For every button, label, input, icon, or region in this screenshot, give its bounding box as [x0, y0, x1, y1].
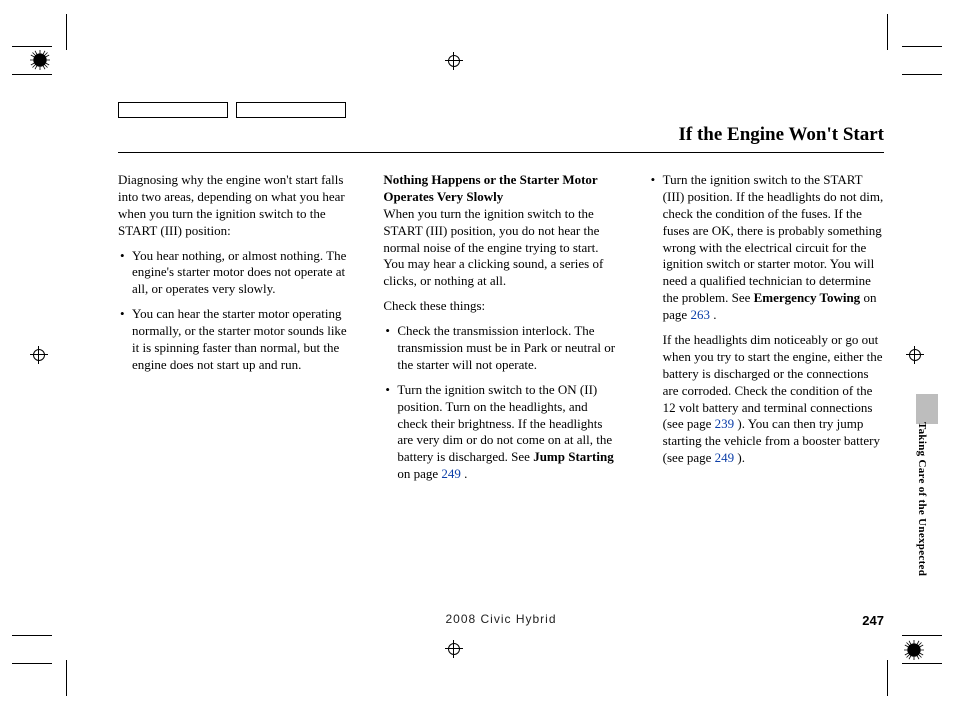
page-number: 247 — [862, 613, 884, 628]
crop-mark — [902, 663, 942, 664]
crop-mark — [66, 660, 67, 696]
paragraph: If the headlights dim noticeably or go o… — [649, 332, 884, 467]
crop-mark — [887, 14, 888, 50]
page-ref-link[interactable]: 239 — [715, 416, 735, 431]
registration-mark-icon — [904, 640, 924, 660]
list-item: You hear nothing, or almost nothing. The… — [118, 248, 353, 299]
intro-paragraph: Diagnosing why the engine won't start fa… — [118, 172, 353, 240]
column-1: Diagnosing why the engine won't start fa… — [118, 172, 353, 491]
page-ref-link[interactable]: 249 — [715, 450, 735, 465]
crop-mark — [902, 74, 942, 75]
crop-mark — [902, 635, 942, 636]
column-2: Nothing Happens or the Starter Motor Ope… — [383, 172, 618, 491]
list-item: Check the transmission interlock. The tr… — [383, 323, 618, 374]
title-rule — [118, 152, 884, 153]
list-item: Turn the ignition switch to the ON (II) … — [383, 382, 618, 483]
header-slot-row — [118, 102, 346, 118]
crop-mark — [12, 46, 52, 47]
footer-model: 2008 Civic Hybrid — [445, 612, 556, 626]
registration-mark-icon — [30, 50, 50, 70]
page-ref-link[interactable]: 249 — [441, 466, 461, 481]
list-item: Turn the ignition switch to the START (I… — [649, 172, 884, 324]
crosshair-icon — [906, 346, 924, 364]
crop-mark — [12, 74, 52, 75]
header-slot — [118, 102, 228, 118]
column-3: Turn the ignition switch to the START (I… — [649, 172, 884, 491]
section-heading-paragraph: Nothing Happens or the Starter Motor Ope… — [383, 172, 618, 290]
cross-ref-label: Jump Starting — [533, 449, 614, 464]
section-lead: When you turn the ignition switch to the… — [383, 206, 603, 289]
page-root: If the Engine Won't Start Diagnosing why… — [0, 0, 954, 710]
section-heading: Nothing Happens or the Starter Motor Ope… — [383, 172, 597, 204]
crop-mark — [66, 14, 67, 50]
content-area: If the Engine Won't Start Diagnosing why… — [118, 102, 884, 644]
check-line: Check these things: — [383, 298, 618, 315]
cross-ref-label: Emergency Towing — [754, 290, 861, 305]
crosshair-icon — [30, 346, 48, 364]
thumb-tab — [916, 394, 938, 424]
header-slot — [236, 102, 346, 118]
page-ref-link[interactable]: 263 — [690, 307, 710, 322]
list-item: You can hear the starter motor operating… — [118, 306, 353, 374]
crop-mark — [12, 635, 52, 636]
crop-mark — [12, 663, 52, 664]
section-side-label: Taking Care of the Unexpected — [916, 422, 928, 576]
crosshair-icon — [445, 52, 463, 70]
body-columns: Diagnosing why the engine won't start fa… — [118, 172, 884, 491]
crop-mark — [902, 46, 942, 47]
crop-mark — [887, 660, 888, 696]
page-title: If the Engine Won't Start — [678, 124, 884, 146]
